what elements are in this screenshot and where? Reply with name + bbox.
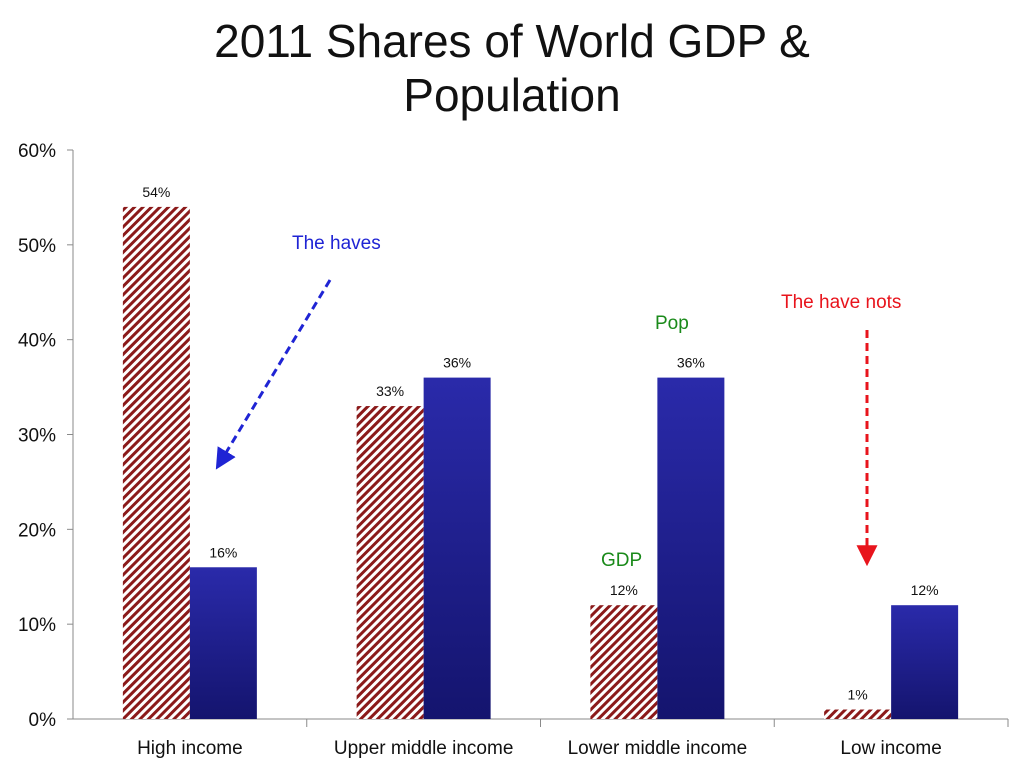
- gdp-bar: [122, 206, 190, 719]
- y-tick-label: 20%: [18, 520, 56, 541]
- gdp-bar: [356, 406, 424, 719]
- bars: [122, 206, 959, 719]
- y-tick-label: 40%: [18, 331, 56, 352]
- x-tick-label: Lower middle income: [568, 738, 748, 759]
- data-labels: 54% 33% 12% 1% 16% 36% 36% 12%: [142, 184, 938, 703]
- pop-bar-label: 16%: [209, 544, 237, 560]
- pop-bar-label: 12%: [911, 582, 939, 598]
- pop-bar-label: 36%: [677, 355, 705, 371]
- annotation-pop: Pop: [655, 313, 689, 334]
- y-tick-label: 10%: [18, 615, 56, 636]
- gdp-bar-label: 1%: [848, 687, 868, 703]
- pop-bar-label: 36%: [443, 355, 471, 371]
- chart-title: 2011 Shares of World GDP & Population: [0, 14, 1024, 122]
- y-tick-label: 0%: [29, 710, 57, 731]
- x-axis: High income Upper middle income Lower midd…: [73, 718, 1009, 759]
- pop-bar: [189, 567, 257, 719]
- chart-title-line-2: Population: [403, 69, 621, 121]
- gdp-bar-label: 33%: [376, 383, 404, 399]
- y-tick-label: 30%: [18, 426, 56, 447]
- chart-title-line-1: 2011 Shares of World GDP &: [214, 15, 810, 67]
- x-tick-label: High income: [137, 738, 243, 759]
- pop-bar: [423, 377, 491, 719]
- gdp-bar-label: 12%: [610, 582, 638, 598]
- gdp-bar-label: 54%: [142, 184, 170, 200]
- y-axis: 0% 10% 20% 30% 40% 50% 60%: [18, 141, 74, 731]
- x-tick-label: Upper middle income: [334, 738, 514, 759]
- y-tick-label: 60%: [18, 141, 56, 162]
- gdp-bar: [590, 605, 658, 719]
- annotation-the-have-nots: The have nots: [781, 292, 901, 313]
- gdp-bar: [824, 709, 892, 719]
- y-tick-label: 50%: [18, 236, 56, 257]
- pop-bar: [657, 377, 725, 719]
- pop-bar: [891, 605, 959, 719]
- annotation-the-haves: The haves: [292, 233, 381, 254]
- x-tick-label: Low income: [840, 738, 941, 759]
- annotations: The haves The have nots Pop GDP: [215, 233, 901, 571]
- annotation-gdp: GDP: [601, 550, 642, 571]
- the-haves-arrow: [215, 279, 332, 470]
